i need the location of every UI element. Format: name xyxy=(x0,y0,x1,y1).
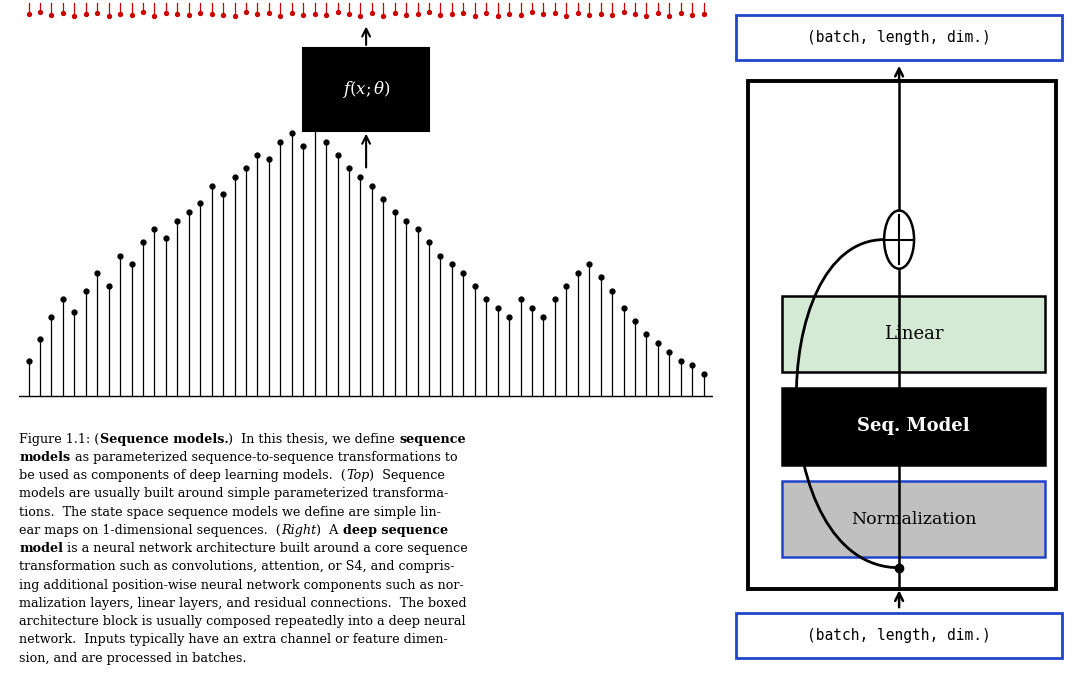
Text: (batch, length, dim.): (batch, length, dim.) xyxy=(807,30,991,45)
Text: Figure 1.1: (: Figure 1.1: ( xyxy=(19,433,99,446)
Text: tions.  The state space sequence models we define are simple lin-: tions. The state space sequence models w… xyxy=(19,506,442,518)
Bar xyxy=(747,81,1055,589)
Text: as parameterized sequence-to-sequence transformations to: as parameterized sequence-to-sequence tr… xyxy=(70,451,457,464)
Text: ear maps on 1-dimensional sequences.  (: ear maps on 1-dimensional sequences. ( xyxy=(19,524,281,537)
Bar xyxy=(782,388,1045,464)
Bar xyxy=(735,15,1063,59)
Text: Seq. Model: Seq. Model xyxy=(858,417,970,435)
Text: ing additional position-wise neural network components such as nor-: ing additional position-wise neural netw… xyxy=(19,578,464,591)
Text: malization layers, linear layers, and residual connections.  The boxed: malization layers, linear layers, and re… xyxy=(19,597,467,610)
Text: deep sequence: deep sequence xyxy=(342,524,448,537)
Text: transformation such as convolutions, attention, or S4, and compris-: transformation such as convolutions, att… xyxy=(19,560,455,573)
Text: Normalization: Normalization xyxy=(851,510,976,528)
Bar xyxy=(735,614,1063,658)
Text: Top: Top xyxy=(347,469,369,482)
Text: models: models xyxy=(19,451,70,464)
Text: be used as components of deep learning models.  (: be used as components of deep learning m… xyxy=(19,469,347,482)
Text: architecture block is usually composed repeatedly into a deep neural: architecture block is usually composed r… xyxy=(19,615,467,628)
Text: model: model xyxy=(19,542,64,555)
Text: network.  Inputs typically have an extra channel or feature dimen-: network. Inputs typically have an extra … xyxy=(19,633,448,646)
Bar xyxy=(782,481,1045,557)
Text: )  A: ) A xyxy=(316,524,342,537)
Text: Sequence models.: Sequence models. xyxy=(99,433,229,446)
Text: (batch, length, dim.): (batch, length, dim.) xyxy=(807,628,991,643)
Text: )  Sequence: ) Sequence xyxy=(369,469,445,482)
Text: sion, and are processed in batches.: sion, and are processed in batches. xyxy=(19,651,247,664)
Text: Linear: Linear xyxy=(883,325,943,343)
Text: Right: Right xyxy=(281,524,316,537)
Text: sequence: sequence xyxy=(400,433,465,446)
Bar xyxy=(303,48,429,131)
Bar xyxy=(782,296,1045,372)
Text: $f(x;\theta)$: $f(x;\theta)$ xyxy=(341,79,391,100)
Text: is a neural network architecture built around a core sequence: is a neural network architecture built a… xyxy=(64,542,469,555)
Text: models are usually built around simple parameterized transforma-: models are usually built around simple p… xyxy=(19,487,448,500)
Text: )  In this thesis, we define: ) In this thesis, we define xyxy=(229,433,400,446)
